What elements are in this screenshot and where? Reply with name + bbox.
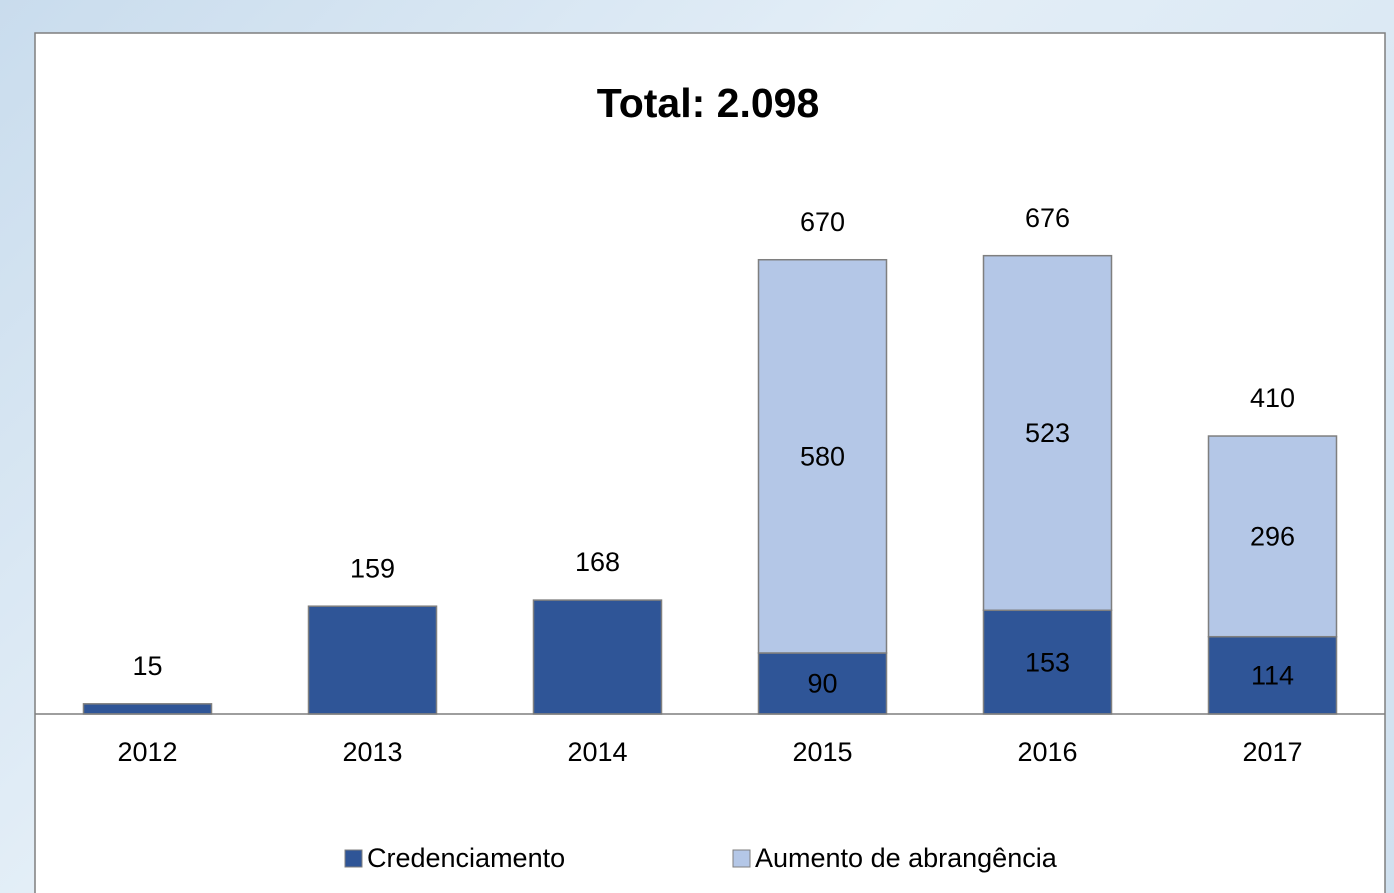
bar-segment <box>982 254 1113 612</box>
bar-segment <box>82 703 213 715</box>
total-label: 159 <box>350 553 395 583</box>
segment-label: 114 <box>1251 660 1294 690</box>
legend-swatch <box>344 849 363 868</box>
segment-label: 153 <box>1025 647 1070 677</box>
legend-label: Credenciamento <box>367 843 565 873</box>
bar-segment <box>1207 435 1338 638</box>
total-label: 168 <box>575 547 620 577</box>
x-tick-label: 2015 <box>792 737 852 767</box>
x-tick-label: 2016 <box>1017 737 1077 767</box>
x-tick-label: 2012 <box>117 737 177 767</box>
bar-segment <box>757 258 888 654</box>
segment-label: 523 <box>1025 418 1070 448</box>
total-label: 410 <box>1250 383 1295 413</box>
chart-title: Total: 2.098 <box>597 80 820 126</box>
bar-segment <box>532 599 663 715</box>
x-tick-label: 2017 <box>1242 737 1302 767</box>
segment-label: 90 <box>807 669 837 699</box>
total-label: 15 <box>132 651 162 681</box>
x-tick-label: 2013 <box>342 737 402 767</box>
bar-segment <box>307 605 438 715</box>
segment-label: 296 <box>1250 521 1295 551</box>
x-tick-label: 2014 <box>567 737 627 767</box>
legend-label: Aumento de abrangência <box>755 843 1058 873</box>
legend-swatch <box>732 849 751 868</box>
total-label: 676 <box>1025 203 1070 233</box>
bar-segment <box>757 652 888 715</box>
segment-label: 580 <box>800 441 845 471</box>
chart-frame <box>34 32 1386 893</box>
total-label: 670 <box>800 207 845 237</box>
